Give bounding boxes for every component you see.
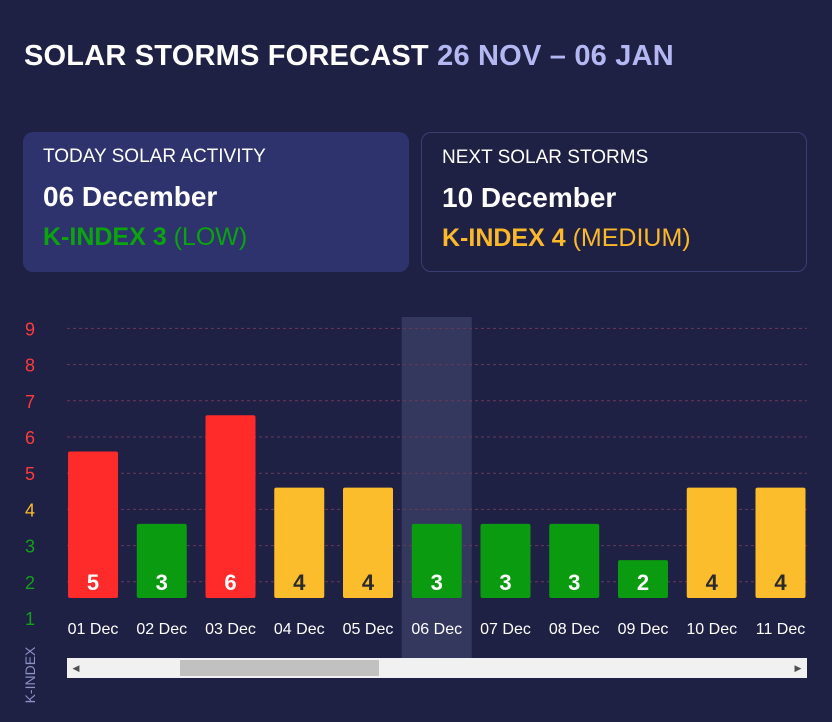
bar-value-label: 6: [224, 570, 236, 595]
y-tick-label: 4: [25, 500, 35, 520]
bar-value-label: 2: [637, 570, 649, 595]
next-storms-card: NEXT SOLAR STORMS 10 December K-INDEX 4 …: [421, 132, 807, 272]
bar-value-label: 3: [499, 570, 511, 595]
today-k-level: (LOW): [173, 223, 248, 251]
x-tick-label: 07 Dec: [480, 621, 531, 638]
page-title: SOLAR STORMS FORECAST 26 NOV – 06 JAN: [24, 40, 674, 73]
next-k-level: (MEDIUM): [572, 224, 691, 252]
bar: [480, 523, 531, 598]
today-k-index: K-INDEX 3 (LOW): [43, 223, 389, 252]
title-text: SOLAR STORMS FORECAST: [24, 40, 429, 72]
x-tick-label: 10 Dec: [686, 621, 737, 638]
y-tick-label: 5: [25, 464, 35, 484]
bar-value-label: 3: [156, 570, 168, 595]
bar-value-label: 3: [431, 570, 443, 595]
x-tick-label: 11 Dec: [756, 621, 806, 638]
bar-value-label: 3: [568, 570, 580, 595]
bar-value-label: 4: [706, 570, 719, 595]
bar: [136, 523, 187, 598]
x-tick-label: 04 Dec: [274, 621, 325, 638]
bar: [618, 560, 668, 598]
scroll-left-icon[interactable]: ◀: [72, 663, 80, 673]
next-k-index: K-INDEX 4 (MEDIUM): [442, 224, 786, 253]
bar: [68, 451, 118, 598]
bar-value-label: 4: [293, 570, 306, 595]
x-tick-label: 03 Dec: [205, 621, 256, 638]
today-label: TODAY SOLAR ACTIVITY: [43, 146, 266, 167]
x-tick-label: 01 Dec: [68, 621, 119, 638]
scroll-thumb[interactable]: [180, 660, 379, 676]
x-tick-label: 02 Dec: [136, 621, 187, 638]
bar: [686, 487, 737, 598]
bar: [205, 415, 256, 598]
x-tick-label: 08 Dec: [549, 621, 600, 638]
y-tick-label: 8: [25, 356, 35, 376]
bar-value-label: 5: [87, 570, 99, 595]
x-tick-label: 06 Dec: [411, 621, 462, 638]
y-axis-label: K-INDEX: [22, 646, 38, 703]
y-tick-label: 7: [25, 392, 35, 412]
scroll-right-icon[interactable]: ▶: [794, 663, 802, 673]
y-tick-label: 6: [25, 428, 35, 448]
bar: [274, 487, 325, 598]
x-tick-label: 05 Dec: [343, 621, 394, 638]
bar: [411, 523, 462, 598]
x-tick-label: 09 Dec: [618, 621, 669, 638]
bar: [343, 487, 393, 598]
y-tick-label: 3: [25, 537, 35, 557]
bar: [755, 487, 806, 598]
y-tick-label: 1: [25, 609, 35, 629]
today-date: 06 December: [43, 181, 218, 212]
bar-value-label: 4: [362, 570, 375, 595]
next-date: 10 December: [442, 182, 617, 213]
y-tick-label: 9: [25, 319, 35, 339]
k-index-chart: K-INDEX 9 8 7 6 5 4 3 2 1 5 01 Dec 3 02 Dec 6 03 Dec 4 0…: [22, 317, 807, 703]
bar-value-label: 4: [774, 570, 787, 595]
next-label: NEXT SOLAR STORMS: [442, 147, 649, 168]
today-activity-card: TODAY SOLAR ACTIVITY 06 December K-INDEX…: [23, 132, 409, 272]
next-k-value: K-INDEX 4: [442, 224, 566, 252]
y-tick-label: 2: [25, 573, 35, 593]
bar: [549, 523, 600, 598]
chart-scrollbar[interactable]: ◀ ▶: [67, 658, 807, 678]
today-highlight-band: [401, 317, 472, 660]
date-range: 26 NOV – 06 JAN: [437, 40, 674, 72]
today-k-value: K-INDEX 3: [43, 223, 167, 251]
